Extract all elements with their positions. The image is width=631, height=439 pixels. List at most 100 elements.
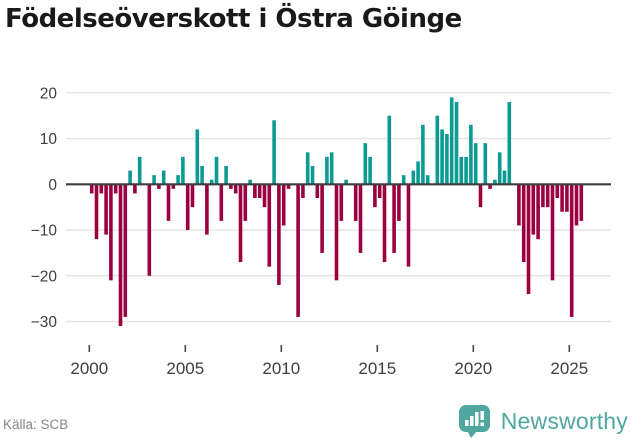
bar-2019Q4	[469, 124, 473, 185]
bar-2003Q1	[147, 184, 152, 276]
bar-2002Q1	[128, 170, 132, 185]
bar-2022Q3	[521, 184, 526, 263]
bar-2001Q1	[109, 184, 113, 281]
bar-2012Q1	[320, 184, 324, 253]
brand-name: Newsworthy	[500, 407, 628, 434]
bar-2021Q3	[502, 170, 507, 185]
bar-2023Q2	[536, 184, 540, 240]
bar-2001Q4	[123, 184, 128, 317]
bar-2019Q2	[459, 156, 464, 185]
y-tick-label--10: −10	[31, 223, 58, 240]
bar-2009Q3	[272, 120, 276, 185]
y-tick-label-0: 0	[48, 177, 57, 194]
bar-2024Q4	[565, 184, 569, 212]
x-tick-label-2015: 2015	[358, 359, 396, 378]
bar-2004Q1	[166, 184, 171, 221]
bar-2005Q4	[200, 166, 204, 185]
bar-2013Q1	[339, 184, 344, 221]
bar-2019Q1	[454, 101, 459, 185]
x-tick-label-2020: 2020	[454, 359, 492, 378]
bar-2018Q1	[435, 115, 440, 185]
bar-2004Q2	[171, 184, 176, 189]
x-tick-label-2000: 2000	[70, 359, 108, 378]
bar-2010Q4	[296, 184, 300, 317]
bar-2011Q2	[305, 152, 310, 185]
brand-lockup: Newsworthy	[457, 403, 628, 439]
bar-2016Q3	[406, 184, 411, 267]
bar-2012Q3	[329, 152, 334, 185]
bar-2016Q1	[397, 184, 401, 221]
bar-2003Q2	[152, 175, 156, 185]
bar-2018Q4	[449, 97, 454, 185]
bar-2008Q3	[253, 184, 257, 199]
bar-2017Q2	[421, 124, 425, 185]
newsworthy-logo-icon	[458, 405, 490, 438]
bar-2002Q2	[133, 184, 137, 194]
bar-2003Q3	[157, 184, 161, 189]
bar-2006Q2	[209, 179, 214, 185]
bar-2012Q4	[334, 184, 339, 281]
bar-2007Q1	[224, 166, 228, 185]
bar-2005Q3	[195, 129, 200, 185]
bar-2015Q4	[392, 184, 396, 253]
bar-2019Q3	[464, 156, 468, 185]
bar-2014Q4	[373, 184, 377, 208]
y-tick-label-20: 20	[40, 85, 58, 102]
bar-2023Q4	[545, 184, 550, 208]
bar-2009Q1	[262, 184, 267, 208]
bar-2020Q1	[473, 143, 478, 185]
bar-2011Q4	[315, 184, 320, 199]
bar-2015Q1	[377, 184, 382, 199]
bar-2013Q4	[353, 184, 358, 221]
bar-2000Q2	[94, 184, 99, 240]
bar-2018Q3	[445, 133, 449, 185]
page-title: Födelseöverskott i Östra Göinge	[5, 4, 462, 34]
y-tick-label--30: −30	[31, 314, 58, 331]
bar-2004Q4	[181, 156, 185, 185]
bar-2022Q2	[517, 184, 521, 226]
bar-2014Q2	[363, 143, 368, 185]
bar-2009Q4	[277, 184, 281, 285]
bar-2025Q3	[579, 184, 584, 221]
bar-2025Q2	[574, 184, 579, 226]
bar-2005Q2	[190, 184, 195, 208]
bar-2009Q2	[267, 184, 272, 267]
bar-2002Q3	[137, 156, 142, 185]
bar-2011Q1	[301, 184, 305, 199]
bar-2003Q4	[161, 170, 166, 185]
bar-2004Q3	[176, 175, 180, 185]
bar-2015Q3	[387, 115, 392, 185]
bar-2015Q2	[382, 184, 387, 263]
bar-2010Q2	[286, 184, 291, 189]
bar-2024Q2	[555, 184, 560, 199]
bar-2007Q4	[238, 184, 243, 263]
x-tick-label-2025: 2025	[550, 359, 588, 378]
bar-2006Q4	[219, 184, 224, 221]
y-tick-label--20: −20	[31, 268, 58, 285]
bar-2000Q1	[89, 184, 94, 194]
bar-2011Q3	[310, 166, 315, 185]
bar-2014Q3	[368, 156, 372, 185]
bar-2017Q1	[416, 161, 420, 185]
bar-2008Q4	[257, 184, 262, 199]
x-tick-label-2005: 2005	[166, 359, 204, 378]
bar-2017Q3	[425, 175, 430, 185]
bar-2006Q3	[214, 156, 219, 185]
bar-2020Q4	[488, 184, 492, 189]
bar-2024Q1	[550, 184, 555, 281]
bar-2021Q2	[497, 152, 502, 185]
bar-2016Q4	[411, 170, 416, 185]
bar-2010Q1	[281, 184, 286, 226]
bar-2020Q2	[478, 184, 483, 208]
bar-2000Q3	[99, 184, 104, 194]
bar-2014Q1	[358, 184, 363, 253]
y-tick-label-10: 10	[40, 131, 58, 148]
bar-2024Q3	[560, 184, 564, 212]
bar-2001Q3	[118, 184, 123, 327]
bar-2021Q4	[507, 101, 512, 185]
bar-2008Q1	[243, 184, 248, 221]
source-label: Källa: SCB	[3, 417, 69, 432]
bar-2022Q4	[526, 184, 531, 295]
